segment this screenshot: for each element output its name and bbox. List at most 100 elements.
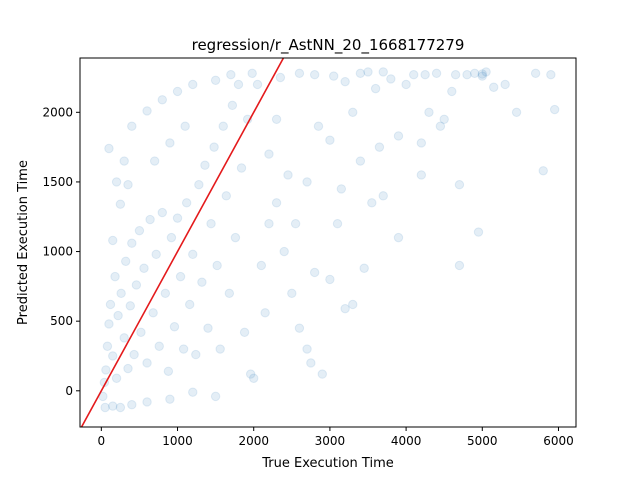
scatter-point	[477, 69, 487, 79]
scatter-point	[420, 70, 430, 80]
scatter-point	[294, 68, 305, 79]
scatter-point	[200, 160, 210, 170]
scatter-point	[108, 351, 118, 361]
scatter-point	[511, 107, 522, 118]
scatter-point	[111, 373, 122, 383]
scatter-point	[123, 180, 133, 190]
scatter-point	[169, 322, 180, 332]
scatter-point	[294, 323, 305, 333]
scatter-point	[416, 138, 427, 148]
scatter-point	[367, 198, 377, 208]
scatter-point	[340, 76, 350, 87]
scatter-point	[393, 131, 404, 141]
scatter-point	[401, 79, 411, 90]
scatter-point	[108, 235, 118, 246]
scatter-point	[287, 288, 297, 299]
scatter-point	[226, 70, 236, 80]
x-axis-ticks: 0 1000 2000 3000 4000 5000 6000	[98, 427, 574, 448]
scatter-point	[386, 74, 396, 84]
reference-line-layer	[80, 58, 285, 427]
scatter-point	[203, 323, 213, 333]
scatter-point	[188, 249, 198, 260]
scatter-point	[110, 271, 120, 282]
scatter-point	[116, 288, 126, 299]
scatter-point	[546, 70, 556, 80]
x-tick-label: 3000	[315, 434, 346, 448]
scatter-point	[157, 207, 167, 218]
scatter-point	[359, 263, 369, 273]
scatter-point	[181, 198, 192, 208]
scatter-point	[409, 70, 419, 80]
scatter-point	[197, 277, 207, 287]
scatter-point	[477, 71, 487, 81]
scatter-point	[175, 271, 186, 282]
scatter-point	[348, 107, 358, 118]
scatter-point	[102, 341, 113, 351]
scatter-point	[233, 79, 244, 90]
scatter-point	[119, 156, 129, 166]
scatter-point	[115, 402, 126, 413]
x-tick-label: 0	[98, 434, 106, 448]
scatter-point	[549, 104, 560, 115]
scatter-point	[249, 373, 259, 383]
scatter-point	[252, 79, 263, 90]
scatter-point	[245, 369, 256, 379]
scatter-point	[454, 260, 465, 271]
scatter-point	[378, 67, 388, 77]
scatter-point	[188, 79, 198, 90]
scatter-point	[154, 341, 164, 351]
scatter-point	[431, 68, 442, 79]
scatter-point	[127, 400, 137, 410]
scatter-point	[264, 149, 274, 159]
points-layer	[98, 67, 560, 413]
scatter-point	[317, 369, 327, 379]
x-tick-label: 5000	[467, 434, 498, 448]
scatter-point	[127, 238, 137, 248]
x-tick-label: 4000	[391, 434, 422, 448]
y-tick-label: 0	[65, 384, 73, 398]
scatter-point	[123, 363, 133, 374]
scatter-point	[447, 86, 457, 97]
scatter-point	[230, 232, 241, 243]
scatter-point	[355, 68, 366, 79]
scatter-point	[142, 397, 152, 407]
scatter-point	[424, 107, 434, 118]
scatter-point	[180, 121, 190, 131]
scatter-point	[215, 344, 225, 354]
scatter-point	[378, 191, 388, 201]
y-tick-label: 500	[50, 314, 73, 328]
scatter-point	[227, 100, 238, 111]
scatter-point	[129, 349, 139, 360]
scatter-point	[142, 106, 152, 116]
scatter-point	[325, 135, 335, 145]
scatter-point	[454, 180, 465, 190]
x-tick-label: 1000	[162, 434, 193, 448]
scatter-point	[256, 260, 267, 271]
scatter-point	[101, 365, 111, 375]
scatter-point	[145, 214, 155, 225]
scatter-point	[113, 310, 123, 321]
scatter-point	[340, 303, 350, 314]
scatter-point	[142, 358, 152, 368]
scatter-point	[119, 333, 129, 343]
scatter-point	[271, 114, 282, 124]
scatter-point	[469, 68, 480, 79]
y-tick-label: 2000	[42, 105, 73, 119]
scatter-point	[306, 358, 316, 368]
scatter-point	[210, 75, 221, 85]
scatter-point	[313, 121, 324, 131]
scatter-point	[302, 177, 312, 187]
scatter-point	[236, 163, 247, 173]
scatter-point	[115, 199, 126, 209]
scatter-point	[165, 138, 175, 148]
scatter-point	[108, 401, 118, 411]
scatter-point	[309, 267, 320, 278]
scatter-point	[165, 394, 175, 404]
scatter-point	[435, 121, 446, 131]
scatter-point	[125, 301, 135, 311]
scatter-point	[172, 213, 183, 223]
scatter-point	[166, 232, 177, 243]
scatter-point	[473, 227, 484, 237]
scatter-point	[163, 366, 174, 376]
